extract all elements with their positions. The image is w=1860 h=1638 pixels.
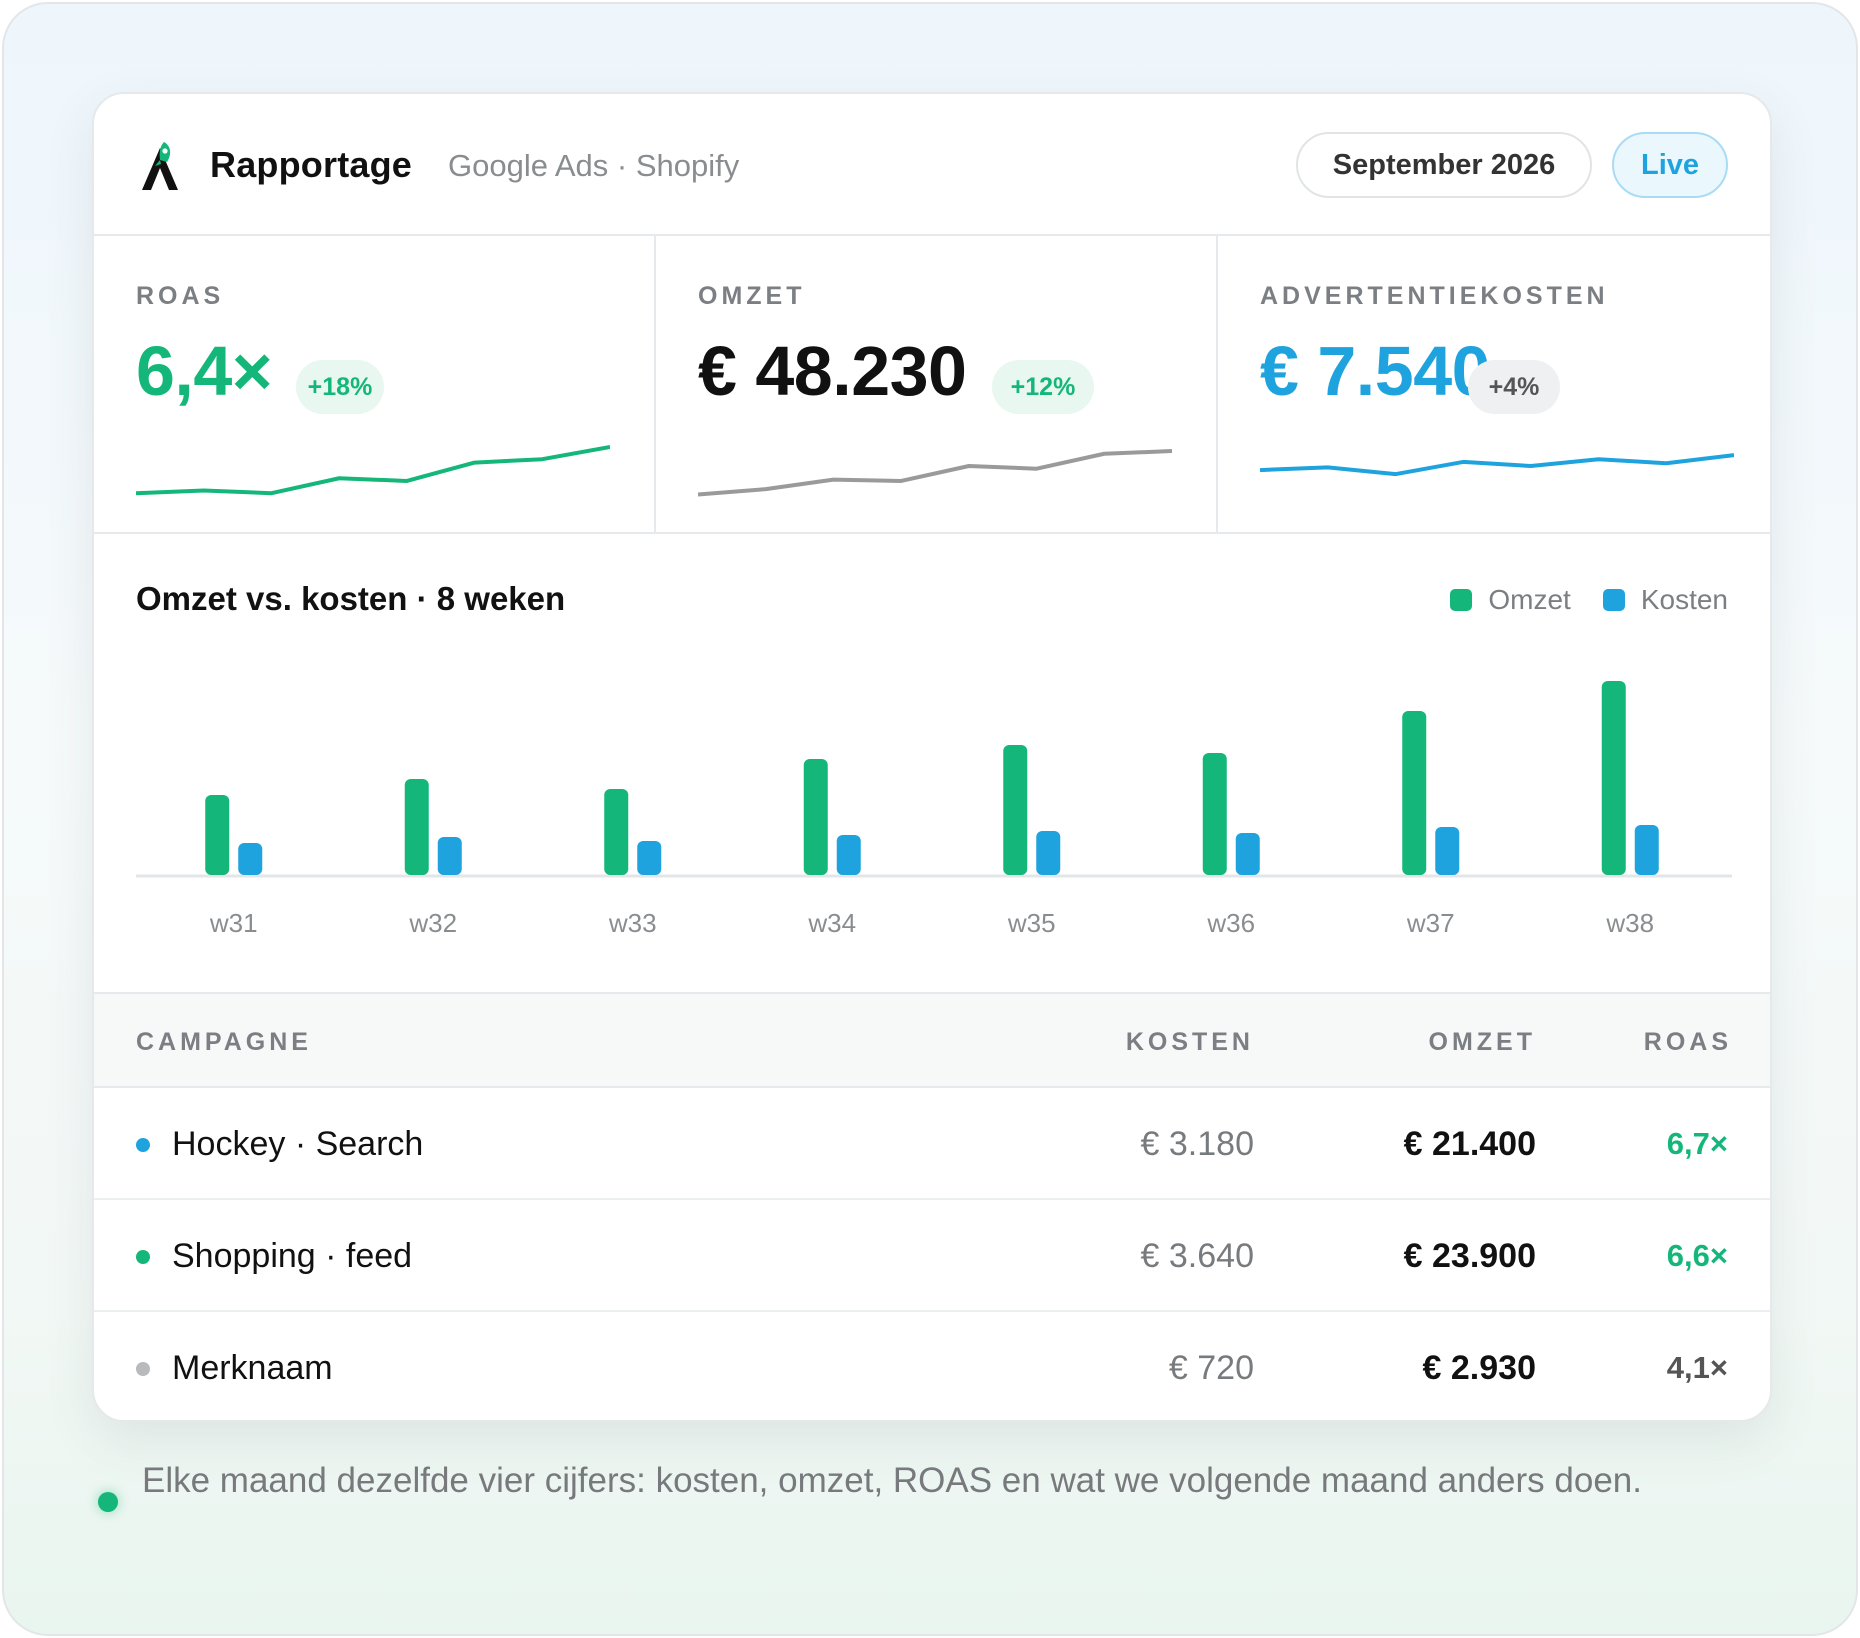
x-tick-label: w36 xyxy=(1206,908,1255,938)
bar-omzet-w38[interactable] xyxy=(1601,681,1626,875)
kpi-sparkline xyxy=(1260,453,1734,477)
kpi-change-badge: +18% xyxy=(296,360,384,414)
kpi-value: € 48.230 xyxy=(698,332,967,410)
bar-kosten-w37[interactable] xyxy=(1435,827,1460,875)
kpi-change-badge: +4% xyxy=(1468,360,1560,414)
kpi-card-roas: ROAS 6,4× +18% xyxy=(94,236,654,532)
revenue-vs-cost-chart: w31 w32 w33 w34 w35 w36 w37 w38 Omzet vs. koste… xyxy=(94,534,1770,994)
x-tick-label: w33 xyxy=(608,908,657,938)
bar-kosten-w38[interactable] xyxy=(1634,825,1659,875)
x-tick-label: w32 xyxy=(408,908,457,938)
bar-kosten-w35[interactable] xyxy=(1036,831,1061,875)
campaign-status-dot xyxy=(136,1362,150,1376)
kpi-label: ADVERTENTIEKOSTEN xyxy=(1260,282,1609,310)
campaign-name: Merknaam xyxy=(172,1349,333,1387)
sparkline-path xyxy=(1260,453,1734,477)
bar-kosten-w33[interactable] xyxy=(637,841,662,875)
bar-kosten-w36[interactable] xyxy=(1235,833,1260,875)
campaign-revenue: € 23.900 xyxy=(1403,1237,1536,1275)
column-header-campaign[interactable]: CAMPAGNE xyxy=(136,1028,312,1056)
bar-omzet-w31[interactable] xyxy=(205,795,230,875)
data-sources-label: Google Ads · Shopify xyxy=(448,148,740,183)
campaign-cost: € 3.640 xyxy=(1140,1237,1254,1275)
legend-item-omzet: Omzet xyxy=(1450,584,1571,616)
live-status-badge[interactable]: Live xyxy=(1612,132,1728,198)
rocket-logo-icon xyxy=(142,142,178,190)
kpi-value: € 7.540 xyxy=(1260,332,1491,410)
bar-kosten-w32[interactable] xyxy=(437,837,462,875)
campaign-roas: 6,6× xyxy=(1666,1238,1728,1273)
table-header: CAMPAGNE KOSTEN OMZET ROAS xyxy=(94,994,1770,1088)
x-tick-label: w37 xyxy=(1406,908,1455,938)
report-card: Rapportage Google Ads · Shopify Septembe… xyxy=(92,92,1772,1422)
footnote: Elke maand dezelfde vier cijfers: kosten… xyxy=(142,1461,1642,1500)
bar-omzet-w34[interactable] xyxy=(803,759,828,875)
legend-item-kosten: Kosten xyxy=(1602,584,1728,616)
kpi-label: ROAS xyxy=(136,282,225,310)
chart-title: Omzet vs. kosten · 8 weken xyxy=(136,580,566,617)
bar-omzet-w33[interactable] xyxy=(604,789,629,875)
x-tick-label: w34 xyxy=(807,908,856,938)
sparkline-path xyxy=(698,449,1172,497)
report-header: Rapportage Google Ads · Shopify Septembe… xyxy=(94,94,1770,236)
kpi-card-omzet: OMZET € 48.230 +12% xyxy=(654,236,1216,532)
column-header-cost[interactable]: KOSTEN xyxy=(1125,1028,1254,1056)
page-title: Rapportage xyxy=(210,144,413,185)
kpi-sparkline xyxy=(136,444,610,496)
bar-omzet-w37[interactable] xyxy=(1402,711,1427,875)
bar-omzet-w36[interactable] xyxy=(1202,753,1227,875)
sparkline-path xyxy=(136,444,610,496)
campaign-roas: 6,7× xyxy=(1666,1126,1728,1161)
bar-kosten-w34[interactable] xyxy=(836,835,861,875)
campaign-cost: € 720 xyxy=(1168,1349,1254,1387)
x-tick-label: w35 xyxy=(1007,908,1056,938)
chart-legend: Omzet Kosten xyxy=(1418,584,1728,616)
period-selector[interactable]: September 2026 xyxy=(1296,132,1592,198)
bar-chart-svg: w31 w32 w33 w34 w35 w36 w37 w38 xyxy=(136,681,1732,938)
campaign-roas: 4,1× xyxy=(1666,1350,1728,1385)
campaign-table: CAMPAGNE KOSTEN OMZET ROAS Hockey · Sear… xyxy=(94,994,1770,1420)
legend-label: Omzet xyxy=(1488,584,1571,615)
kpi-card-advertentiekosten: ADVERTENTIEKOSTEN € 7.540 +4% xyxy=(1216,236,1770,532)
campaign-revenue: € 2.930 xyxy=(1422,1349,1536,1387)
kpi-value: 6,4× xyxy=(136,332,273,410)
x-tick-label: w31 xyxy=(209,908,258,938)
campaign-status-dot xyxy=(136,1138,150,1152)
table-row[interactable]: Hockey · Search € 3.180 € 21.400 6,7× xyxy=(94,1088,1770,1200)
legend-swatch xyxy=(1602,589,1625,611)
bar-omzet-w35[interactable] xyxy=(1003,745,1028,875)
kpi-change-badge: +12% xyxy=(992,360,1094,414)
campaign-cost: € 3.180 xyxy=(1140,1125,1254,1163)
x-tick-label: w38 xyxy=(1605,908,1654,938)
bar-kosten-w31[interactable] xyxy=(238,843,263,875)
kpi-label: OMZET xyxy=(698,282,806,310)
campaign-name: Hockey · Search xyxy=(172,1125,424,1163)
table-row[interactable]: Merknaam € 720 € 2.930 4,1× xyxy=(94,1312,1770,1420)
bar-omzet-w32[interactable] xyxy=(404,779,429,875)
column-header-roas[interactable]: ROAS xyxy=(1643,1028,1732,1056)
footnote-dot xyxy=(98,1492,118,1512)
table-row[interactable]: Shopping · feed € 3.640 € 23.900 6,6× xyxy=(94,1200,1770,1312)
campaign-status-dot xyxy=(136,1250,150,1264)
campaign-name: Shopping · feed xyxy=(172,1237,413,1275)
kpi-sparkline xyxy=(698,449,1172,497)
legend-label: Kosten xyxy=(1640,584,1728,615)
campaign-revenue: € 21.400 xyxy=(1403,1125,1536,1163)
kpi-row: ROAS 6,4× +18% OMZET € 48.230 +12% ADVER… xyxy=(94,236,1770,534)
legend-swatch xyxy=(1450,589,1473,611)
column-header-revenue[interactable]: OMZET xyxy=(1428,1028,1536,1056)
